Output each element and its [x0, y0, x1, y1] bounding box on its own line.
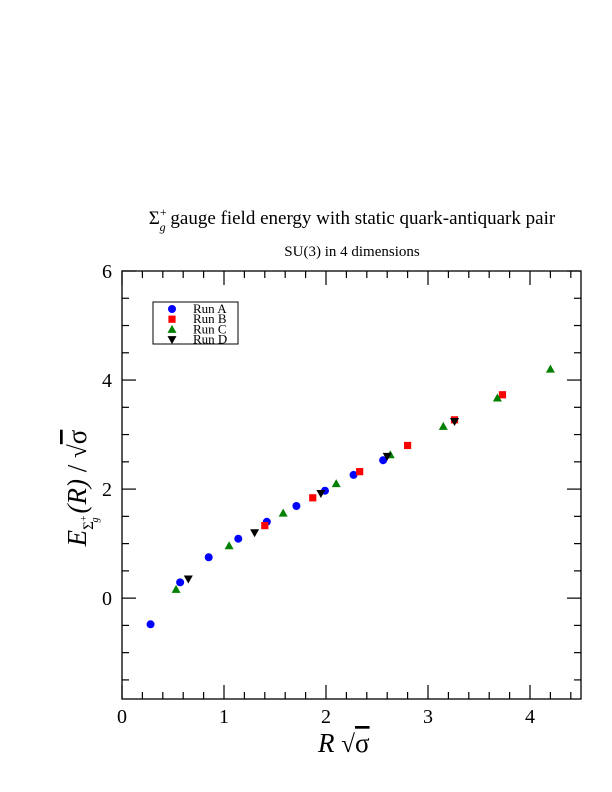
- point-run-c: [438, 421, 448, 430]
- point-run-b: [261, 522, 269, 530]
- x-tick-label: 3: [423, 706, 433, 728]
- point-run-d: [250, 529, 260, 538]
- point-run-c: [278, 508, 288, 517]
- point-run-a: [379, 456, 388, 465]
- chart-title: Σ+ g gauge field energy with static quark…: [149, 205, 556, 234]
- point-run-d: [316, 489, 326, 498]
- x-tick-label: 0: [117, 706, 127, 728]
- point-run-a: [204, 553, 213, 562]
- point-run-d: [382, 452, 392, 461]
- legend-marker: [167, 324, 177, 333]
- point-run-a: [234, 534, 243, 543]
- y-tick-label: 0: [102, 588, 112, 610]
- title-superscript: +: [160, 205, 167, 219]
- x-tick-label: 2: [321, 706, 331, 728]
- axis-ticks: [121, 270, 581, 699]
- point-run-c: [171, 584, 181, 593]
- y-label-e: E: [62, 529, 92, 547]
- legend-label: Run D: [193, 332, 227, 347]
- point-run-c: [331, 479, 341, 488]
- point-run-a: [176, 578, 185, 587]
- plot-frame: [121, 270, 582, 700]
- y-axis-label: EΣ+g (R) / √σ: [62, 429, 101, 547]
- y-tick-label: 6: [102, 261, 112, 283]
- point-run-c: [492, 393, 502, 402]
- y-tick-label: 2: [102, 479, 112, 501]
- y-label-arg: (R): [62, 479, 92, 513]
- y-label-sqrt: √: [65, 444, 92, 458]
- point-run-b: [309, 494, 317, 502]
- legend-marker: [168, 305, 176, 313]
- point-run-d: [450, 417, 460, 426]
- y-label-slash: /: [62, 458, 92, 479]
- point-run-b: [356, 468, 364, 476]
- legend-marker: [167, 336, 177, 345]
- x-tick-labels: 0 1 2 3 4: [117, 706, 535, 728]
- data-points: [146, 364, 555, 629]
- y-label-sub-sym: Σ: [81, 521, 97, 530]
- y-label-sub-sub: g: [90, 517, 101, 522]
- point-run-a: [146, 620, 155, 629]
- point-run-a: [349, 470, 358, 479]
- title-subscript: g: [160, 220, 166, 234]
- x-tick-label: 1: [219, 706, 229, 728]
- point-run-c: [224, 541, 234, 550]
- legend-box: [152, 301, 239, 345]
- x-label-sigma: σ: [355, 728, 370, 758]
- title-text: gauge field energy with static quark-ant…: [166, 208, 556, 229]
- y-tick-label: 4: [102, 370, 112, 392]
- legend-label: Run A: [193, 301, 227, 316]
- point-run-d: [183, 575, 193, 584]
- legend-label: Run C: [193, 321, 227, 336]
- title-symbol: Σ: [149, 208, 160, 229]
- x-tick-label: 4: [525, 706, 535, 728]
- point-run-a: [292, 501, 301, 510]
- x-label-sqrt: √: [341, 731, 355, 758]
- point-run-c: [545, 364, 555, 373]
- x-label-var: R: [317, 728, 335, 758]
- chart-subtitle: SU(3) in 4 dimensions: [284, 244, 420, 260]
- point-run-b: [404, 441, 412, 450]
- point-run-b: [498, 391, 507, 399]
- legend-marker: [168, 315, 176, 323]
- legend-label: Run B: [193, 311, 227, 326]
- y-label-sub-sup: +: [79, 515, 90, 521]
- y-tick-labels: 0 2 4 6: [102, 261, 112, 610]
- y-label-sigma: σ: [62, 429, 92, 444]
- x-axis-label: R √σ: [317, 728, 370, 758]
